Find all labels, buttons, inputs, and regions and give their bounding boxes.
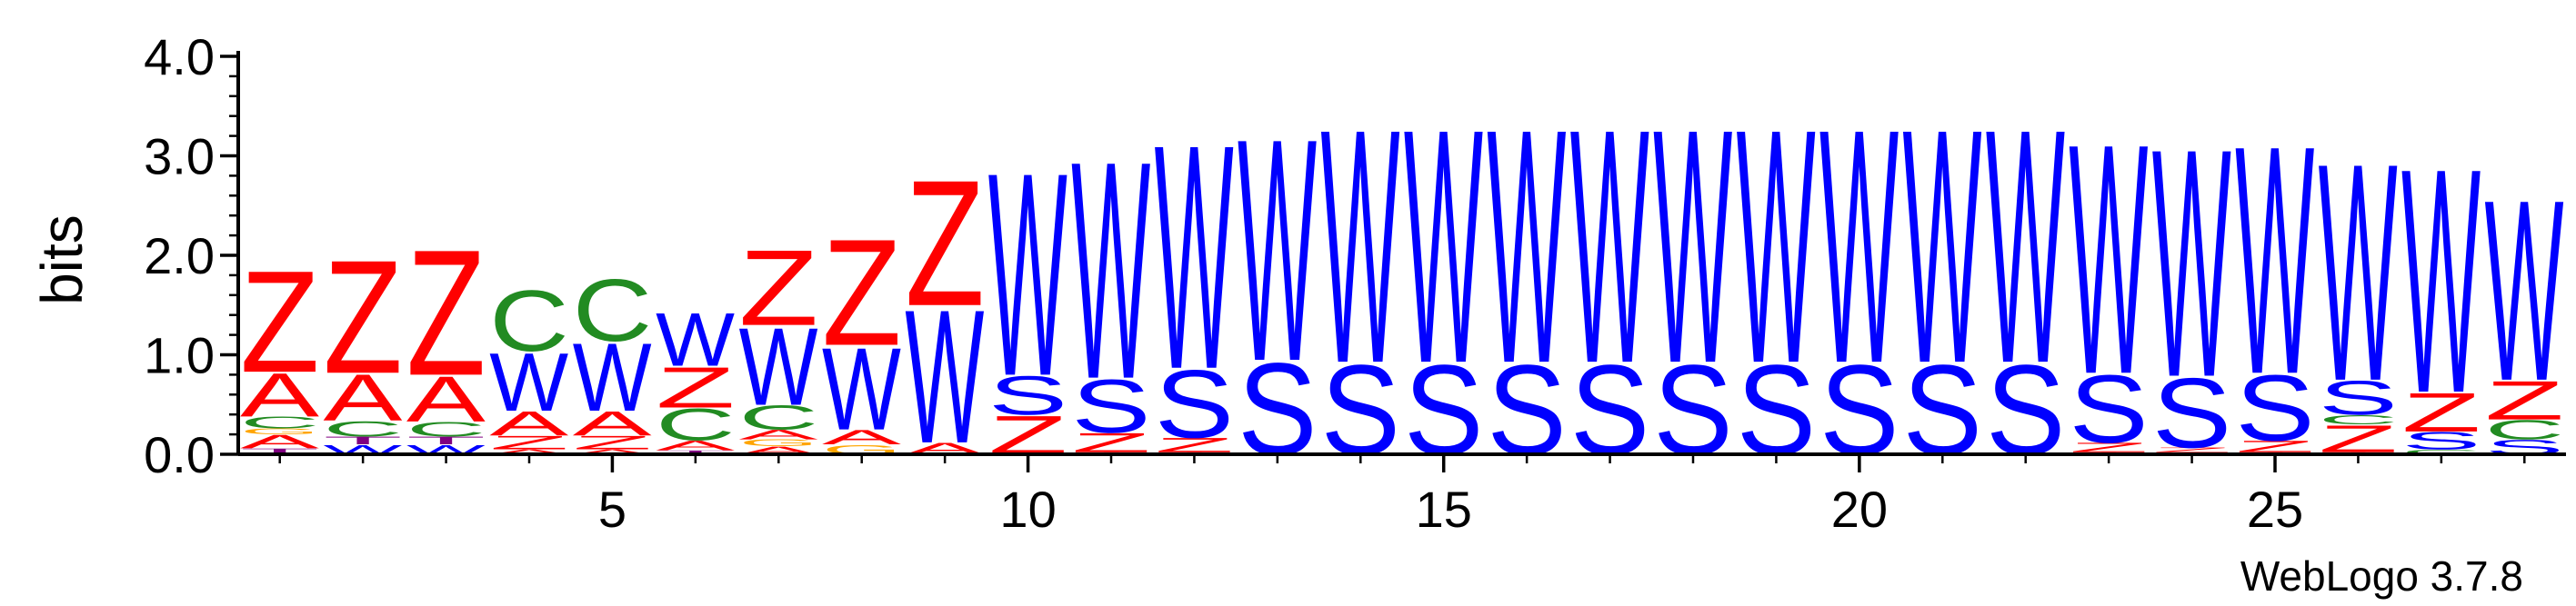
logo-letter-S: S <box>1071 364 1150 450</box>
logo-letter-W: W <box>822 323 901 454</box>
logo-letter-G: G <box>240 427 319 436</box>
logo-letter-S: S <box>2069 355 2148 463</box>
logo-letter-W: W <box>905 271 984 483</box>
logo-letter-Z: Z <box>573 432 652 453</box>
axes: 0.0 1.0 2.0 3.0 4.0 5 10 15 20 25 <box>144 28 2566 538</box>
logo-letter-W: W <box>1986 59 2066 433</box>
logo-letter-S: S <box>988 364 1067 426</box>
logo-letter-C: C <box>2485 414 2564 445</box>
letter-stacks: TAGCAZWTCAZWTCAZAZAWCAZAWCTACZWAGACWZGAW… <box>240 59 2564 483</box>
logo-letter-Z: Z <box>2152 446 2231 453</box>
logo-letter-W: W <box>2069 75 2149 442</box>
logo-letter-S: S <box>1155 351 1234 459</box>
logo-letter-C: C <box>240 413 319 432</box>
logo-letter-Z: Z <box>489 432 568 453</box>
logo-letter-G: G <box>739 438 818 449</box>
logo-letter-S: S <box>2235 356 2314 462</box>
x-tick-label: 10 <box>999 481 1056 538</box>
logo-letter-A: A <box>489 448 569 456</box>
logo-letter-Z: Z <box>822 207 901 377</box>
y-axis-label: bits <box>29 214 95 305</box>
logo-letter-C: C <box>2319 412 2398 428</box>
logo-letter-W: W <box>1570 59 1650 433</box>
logo-letter-C: C <box>739 399 818 437</box>
logo-letter-W: W <box>489 336 568 429</box>
y-tick-label: 2.0 <box>144 227 215 284</box>
logo-letter-W: W <box>1155 78 1235 436</box>
logo-letter-A: A <box>573 404 652 442</box>
logo-letter-W: W <box>1819 59 1899 433</box>
logo-letter-A: A <box>240 431 320 452</box>
logo-letter-C: C <box>406 418 486 441</box>
y-tick-label: 0.0 <box>144 426 215 483</box>
logo-letter-W: W <box>2152 81 2232 445</box>
logo-letter-Z: Z <box>240 242 319 403</box>
logo-letter-W: W <box>573 324 652 432</box>
logo-letter-W: W <box>2319 99 2398 446</box>
logo-letter-W: W <box>2235 78 2315 442</box>
logo-letter-W: W <box>1903 59 1983 433</box>
y-tick-label: 3.0 <box>144 128 215 185</box>
x-tick-label: 25 <box>2247 481 2303 538</box>
logo-letter-C: C <box>323 416 402 441</box>
logo-letter-Z: Z <box>2485 370 2564 432</box>
logo-letter-S: S <box>2152 358 2231 469</box>
logo-letter-A: A <box>489 404 568 442</box>
logo-letter-W: W <box>1238 73 1317 428</box>
logo-letter-W: W <box>656 296 735 382</box>
logo-letter-A: A <box>323 361 403 434</box>
logo-letter-Z: Z <box>656 355 735 420</box>
logo-letter-Z: Z <box>739 227 818 348</box>
logo-letter-T: T <box>406 434 486 447</box>
logo-letter-A: A <box>240 361 320 430</box>
logo-letter-W: W <box>1737 59 1817 433</box>
y-tick-label: 1.0 <box>144 327 215 384</box>
logo-letter-W: W <box>739 304 818 428</box>
logo-letter-S: S <box>2401 427 2481 455</box>
logo-letter-T: T <box>656 450 735 456</box>
logo-letter-T: T <box>240 447 319 456</box>
logo-letter-Z: Z <box>2069 440 2148 455</box>
logo-letter-W: W <box>2485 146 2564 435</box>
logo-letter-A: A <box>406 363 486 435</box>
x-tick-label: 5 <box>598 481 626 538</box>
logo-letter-Z: Z <box>2401 382 2481 443</box>
logo-letter-Z: Z <box>905 143 984 343</box>
logo-letter-W: W <box>988 112 1067 436</box>
logo-letter-W: W <box>1404 59 1484 433</box>
logo-letter-C: C <box>2401 448 2481 456</box>
y-tick-label: 4.0 <box>144 28 215 85</box>
logo-letter-T: T <box>323 434 402 447</box>
logo-letter-A: A <box>573 448 653 456</box>
weblogo-credit: WebLogo 3.7.8 <box>2240 552 2523 600</box>
x-tick-label: 20 <box>1831 481 1888 538</box>
logo-letter-S: S <box>2319 371 2398 425</box>
logo-letter-A: A <box>656 438 735 453</box>
logo-letter-A: A <box>739 427 818 442</box>
logo-letter-W: W <box>1071 97 1150 444</box>
logo-letter-W: W <box>1653 59 1733 433</box>
logo-letter-W: W <box>2401 102 2481 460</box>
logo-letter-A: A <box>822 425 902 449</box>
logo-letter-Z: Z <box>406 213 486 413</box>
logo-letter-W: W <box>1321 59 1401 433</box>
logo-letter-C: C <box>656 399 735 450</box>
logo-letter-W: W <box>1487 59 1567 433</box>
logo-letter-Z: Z <box>323 227 402 407</box>
x-tick-label: 15 <box>1416 481 1472 538</box>
logo-letter-Z: Z <box>2235 437 2314 455</box>
logo-letter-C: C <box>573 262 652 360</box>
logo-letter-C: C <box>489 273 568 370</box>
